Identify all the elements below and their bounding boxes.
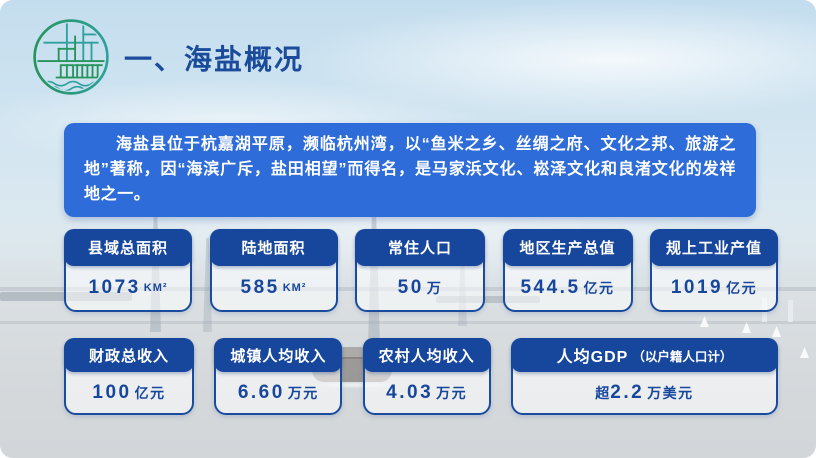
stat-unit: 亿元 bbox=[726, 280, 758, 296]
stat-label-note: （以户籍人口计） bbox=[632, 349, 733, 364]
stat-value: 1073 KM² bbox=[66, 266, 190, 310]
stat-unit: KM² bbox=[143, 282, 168, 294]
stats-row-2: 财政总收入 100 亿元 城镇人均收入 6.60 万元 农村人均收入 4.03 … bbox=[64, 338, 778, 415]
stat-number: 100 bbox=[92, 381, 132, 403]
stat-unit: 亿元 bbox=[583, 280, 615, 296]
stat-card-header: 县域总面积 bbox=[64, 229, 192, 266]
stat-unit: 万元 bbox=[287, 384, 319, 401]
stat-card-header: 规上工业产值 bbox=[650, 229, 778, 266]
stat-value: 6.60 万元 bbox=[216, 372, 340, 413]
stat-value: 585 KM² bbox=[212, 266, 336, 310]
stat-card-header: 常住人口 bbox=[355, 229, 485, 266]
stat-unit: 万 bbox=[426, 280, 443, 296]
stat-card-header: 地区生产总值 bbox=[502, 229, 633, 266]
stat-card-county-total-area: 县域总面积 1073 KM² bbox=[64, 229, 192, 312]
intro-panel: 海盐县位于杭嘉湖平原，濒临杭州湾，以“鱼米之乡、丝绸之府、文化之邦、旅游之地”著… bbox=[64, 123, 756, 217]
stat-card-header: 财政总收入 bbox=[64, 338, 194, 372]
stat-card-header: 人均GDP （以户籍人口计） bbox=[510, 338, 778, 372]
stat-label: 财政总收入 bbox=[88, 347, 169, 365]
stats-row-1: 县域总面积 1073 KM² 陆地面积 585 KM² 常住人口 50 万 bbox=[64, 229, 778, 312]
sailboat bbox=[742, 322, 751, 333]
stat-label: 地区生产总值 bbox=[519, 240, 616, 257]
stat-value: 4.03 万元 bbox=[365, 372, 489, 413]
bridge-deck-right bbox=[436, 296, 540, 303]
boat-wake bbox=[296, 380, 416, 390]
sailboat bbox=[700, 316, 709, 327]
stat-value: 544.5 亿元 bbox=[505, 266, 631, 310]
stat-card-urban-income: 城镇人均收入 6.60 万元 bbox=[214, 338, 343, 415]
haiyan-emblem-icon bbox=[33, 19, 109, 95]
sailboat bbox=[772, 326, 781, 337]
stat-card-rural-income: 农村人均收入 4.03 万元 bbox=[362, 338, 491, 415]
stat-label: 农村人均收入 bbox=[378, 347, 475, 365]
stat-card-header: 城镇人均收入 bbox=[214, 338, 343, 372]
bridge-pier bbox=[788, 300, 793, 322]
stat-unit: 万元 bbox=[436, 384, 468, 401]
stat-number: 50 bbox=[397, 277, 424, 298]
stat-number: 1019 bbox=[670, 277, 724, 298]
stat-unit: 亿元 bbox=[134, 384, 166, 401]
stat-card-gdp-per-capita: 人均GDP （以户籍人口计） 超 2.2 万美元 bbox=[510, 338, 778, 415]
stat-prefix: 超 bbox=[595, 384, 610, 401]
stat-number: 4.03 bbox=[386, 381, 434, 403]
stat-label: 陆地面积 bbox=[241, 240, 306, 257]
stat-value: 1019 亿元 bbox=[652, 266, 776, 310]
stat-label: 人均GDP bbox=[556, 349, 629, 366]
page-title: 一、海盐概况 bbox=[124, 44, 305, 75]
stat-unit: 万美元 bbox=[647, 384, 694, 401]
stat-label: 常住人口 bbox=[387, 240, 452, 257]
stat-card-industrial-output: 规上工业产值 1019 亿元 bbox=[650, 229, 778, 312]
stat-label: 县域总面积 bbox=[87, 240, 168, 257]
stat-label: 规上工业产值 bbox=[665, 240, 762, 257]
slide-header: 一、海盐概况 bbox=[30, 16, 304, 98]
stat-number: 6.60 bbox=[237, 381, 285, 403]
stat-value: 100 亿元 bbox=[66, 372, 192, 413]
stat-card-gross-regional-product: 地区生产总值 544.5 亿元 bbox=[502, 229, 633, 312]
stat-number: 1073 bbox=[88, 277, 141, 298]
waterline bbox=[0, 321, 816, 324]
bridge-pylon bbox=[203, 238, 212, 332]
stat-value: 50 万 bbox=[357, 266, 483, 310]
stat-unit: KM² bbox=[282, 282, 307, 294]
intro-text: 海盐县位于杭嘉湖平原，濒临杭州湾，以“鱼米之乡、丝绸之府、文化之邦、旅游之地”著… bbox=[84, 136, 736, 203]
stat-card-land-area: 陆地面积 585 KM² bbox=[209, 229, 338, 312]
stat-value: 超 2.2 万美元 bbox=[513, 372, 776, 413]
stat-label: 城镇人均收入 bbox=[230, 347, 327, 365]
stat-card-fiscal-revenue: 财政总收入 100 亿元 bbox=[64, 338, 194, 415]
stat-card-header: 农村人均收入 bbox=[362, 338, 491, 372]
sailboat bbox=[800, 347, 809, 358]
stat-number: 585 bbox=[240, 277, 280, 298]
stat-card-header: 陆地面积 bbox=[209, 229, 338, 266]
stat-card-resident-population: 常住人口 50 万 bbox=[355, 229, 485, 312]
stat-number: 544.5 bbox=[520, 277, 581, 298]
stat-number: 2.2 bbox=[610, 381, 645, 403]
